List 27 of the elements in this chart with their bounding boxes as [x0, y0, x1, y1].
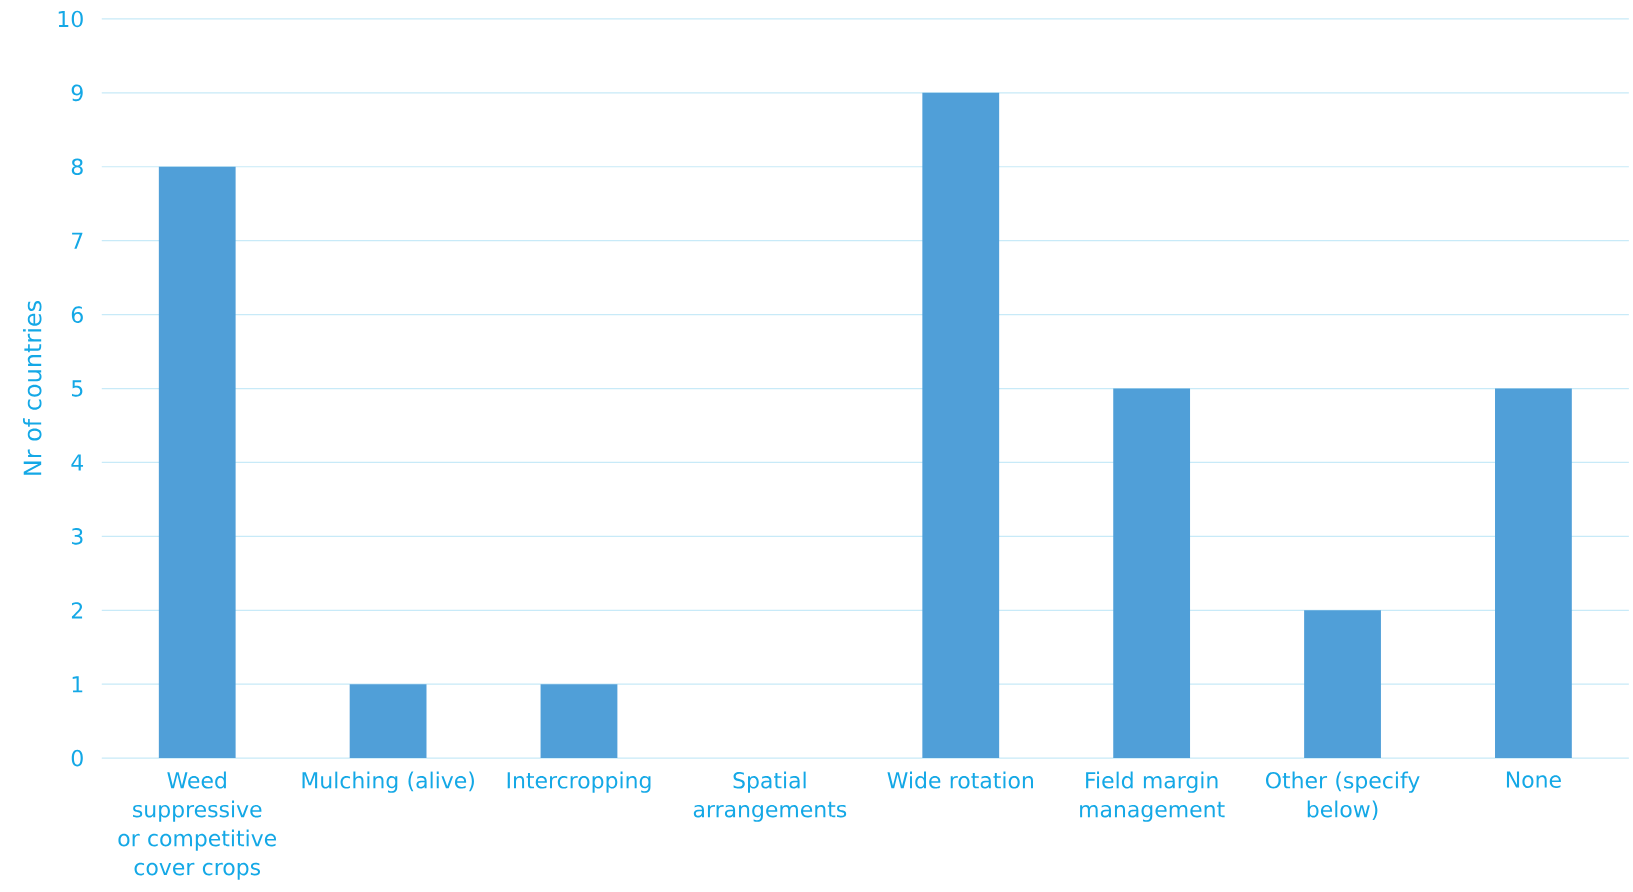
bar	[1113, 388, 1191, 759]
x-tick-label: Field margin management	[1080, 771, 1225, 822]
bar	[540, 684, 618, 759]
x-tick-label: Intercropping	[507, 771, 651, 793]
y-tick-label: 5	[72, 380, 83, 397]
bar	[1495, 388, 1572, 759]
y-tick-label: 6	[71, 306, 83, 324]
x-tick-label: Spatial arrangements	[693, 771, 847, 822]
y-tick-label: 2	[71, 602, 83, 619]
bar	[349, 684, 427, 759]
bar	[922, 92, 1000, 759]
x-tick-label: Weed suppressive or competitive cover crops	[118, 771, 277, 880]
bar	[158, 166, 236, 759]
y-axis-title: Nr of countries	[23, 301, 42, 475]
bar	[1304, 610, 1381, 759]
x-tick-label: Other (specify below)	[1266, 771, 1420, 821]
y-tick-label: 1	[72, 676, 83, 693]
y-tick-label: 0	[71, 749, 83, 767]
x-tick-label: None	[1506, 771, 1561, 789]
y-tick-label: 4	[71, 454, 84, 471]
x-tick-label: Mulching (alive)	[302, 771, 474, 793]
y-tick-label: 3	[71, 528, 83, 545]
y-tick-label: 9	[71, 84, 83, 102]
y-tick-label: 10	[58, 10, 83, 28]
y-tick-label: 8	[71, 158, 83, 176]
x-tick-label: Wide rotation	[887, 771, 1033, 789]
y-tick-label: 7	[72, 232, 83, 249]
